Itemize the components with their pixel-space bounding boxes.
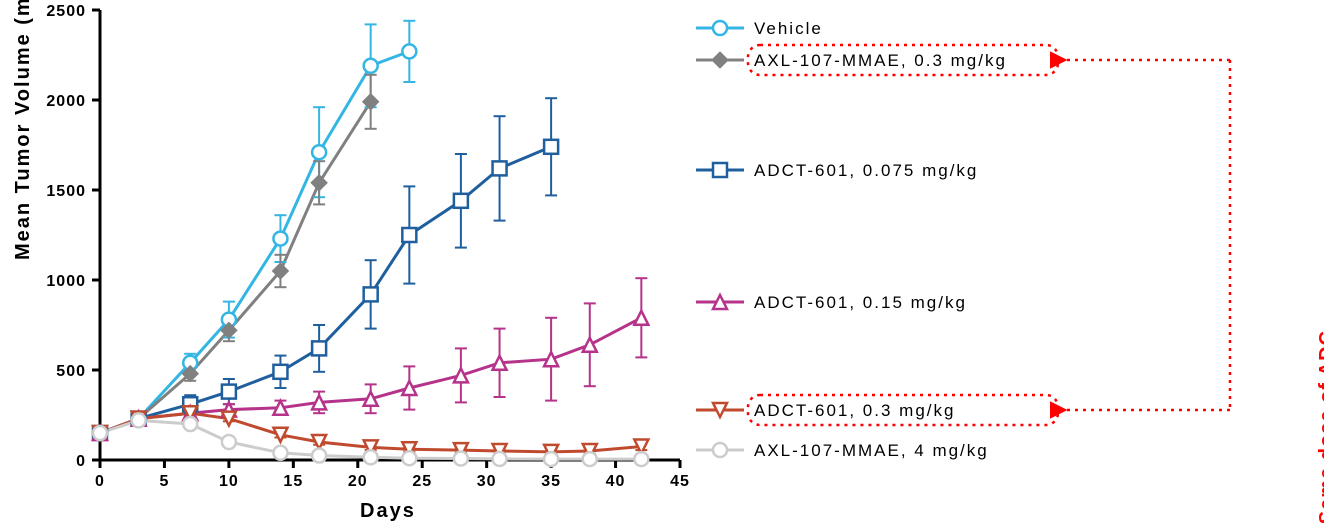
legend-label: AXL-107-MMAE, 4 mg/kg — [754, 441, 989, 460]
svg-text:1500: 1500 — [46, 183, 86, 200]
svg-text:20: 20 — [348, 473, 368, 490]
svg-text:15: 15 — [283, 473, 303, 490]
x-axis-title: Days — [360, 500, 416, 523]
svg-text:0: 0 — [95, 473, 105, 490]
svg-text:40: 40 — [606, 473, 626, 490]
svg-text:35: 35 — [541, 473, 561, 490]
legend-label: ADCT-601, 0.075 mg/kg — [754, 161, 978, 180]
legend-label: Vehicle — [754, 19, 823, 38]
legend-label: ADCT-601, 0.15 mg/kg — [754, 293, 967, 312]
y-axis-title: Mean Tumor Volume (mm³) ± SEM — [12, 0, 35, 260]
legend-label: ADCT-601, 0.3 mg/kg — [754, 401, 955, 420]
svg-text:1000: 1000 — [46, 273, 86, 290]
svg-text:45: 45 — [670, 473, 690, 490]
svg-text:0: 0 — [76, 453, 86, 470]
svg-text:2000: 2000 — [46, 93, 86, 110]
tumor-volume-chart: 0 500 1000 1500 2000 2500 0 5 10 15 20 25 30 35 40 45 Ve… — [0, 0, 1324, 530]
svg-text:10: 10 — [219, 473, 239, 490]
svg-text:30: 30 — [477, 473, 497, 490]
svg-text:5: 5 — [159, 473, 169, 490]
svg-text:500: 500 — [56, 363, 86, 380]
callout-text: Same dose of ADC — [1316, 330, 1324, 524]
chart-svg: 0 500 1000 1500 2000 2500 0 5 10 15 20 25 30 35 40 45 Ve… — [0, 0, 1324, 530]
svg-text:2500: 2500 — [46, 3, 86, 20]
legend-label: AXL-107-MMAE, 0.3 mg/kg — [754, 51, 1007, 70]
svg-text:25: 25 — [412, 473, 432, 490]
